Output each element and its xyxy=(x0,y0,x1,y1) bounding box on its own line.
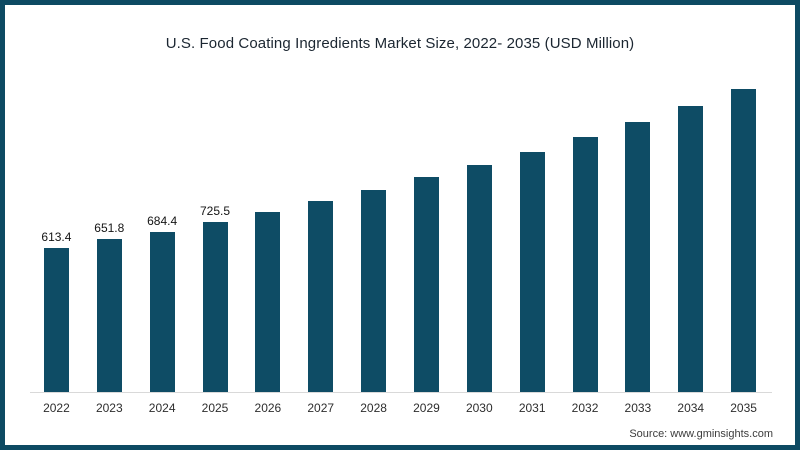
bar-2031 xyxy=(519,152,545,392)
bar-column-2029 xyxy=(400,62,453,392)
bar-2034 xyxy=(678,106,704,392)
x-tick-label-2028: 2028 xyxy=(360,401,387,415)
bar-value-label-2023: 651.8 xyxy=(94,221,125,235)
bar-column-2022: 613.4 xyxy=(30,62,83,392)
bar-column-2030 xyxy=(453,62,506,392)
bar-column-2026 xyxy=(241,62,294,392)
bar-value-label-2025: 725.5 xyxy=(199,204,231,218)
bar-2035 xyxy=(731,89,757,392)
bar-2028 xyxy=(361,190,387,392)
bar-2022 xyxy=(43,248,69,392)
bar-2026 xyxy=(255,212,281,392)
bar-2023 xyxy=(96,239,122,392)
x-tick-label-2031: 2031 xyxy=(518,401,546,415)
x-tick-label-2026: 2026 xyxy=(254,401,282,415)
x-tick-label-2027: 2027 xyxy=(307,401,335,415)
x-tick-label-2033: 2033 xyxy=(624,401,652,415)
bar-2032 xyxy=(572,137,598,392)
x-tick-label-2025: 2025 xyxy=(201,401,229,415)
bar-column-2033 xyxy=(611,62,664,392)
bar-plot-area: 613.4 651.8 684.4 725.5 xyxy=(30,62,770,392)
bar-column-2034 xyxy=(664,62,717,392)
x-tick-label-2035: 2035 xyxy=(730,401,757,415)
chart-title: U.S. Food Coating Ingredients Market Siz… xyxy=(165,35,635,52)
bar-column-2027 xyxy=(294,62,347,392)
bar-2027 xyxy=(308,201,334,392)
bar-value-label-2022: 613.4 xyxy=(41,230,72,244)
x-axis-tick-labels: 2022 2023 2024 2025 2026 2027 2028 2029 2030 2031… xyxy=(30,401,770,415)
x-axis-line xyxy=(30,392,772,393)
bar-2024 xyxy=(149,232,175,392)
x-tick-label-2034: 2034 xyxy=(677,401,705,415)
bar-2033 xyxy=(625,122,651,392)
bar-column-2032 xyxy=(559,62,612,392)
x-tick-label-2022: 2022 xyxy=(43,401,70,415)
source-attribution: Source: www.gminsights.com xyxy=(629,428,773,440)
bar-2029 xyxy=(413,177,439,392)
x-tick-label-2032: 2032 xyxy=(571,401,599,415)
bar-column-2031 xyxy=(506,62,559,392)
bar-column-2035 xyxy=(717,62,770,392)
x-tick-label-2029: 2029 xyxy=(413,401,440,415)
bar-column-2024: 684.4 xyxy=(136,62,189,392)
bar-value-label-2024: 684.4 xyxy=(147,214,178,228)
bar-column-2025: 725.5 xyxy=(189,62,242,392)
x-tick-label-2023: 2023 xyxy=(95,401,123,415)
x-tick-label-2030: 2030 xyxy=(465,401,493,415)
bar-2030 xyxy=(466,165,492,392)
x-tick-label-2024: 2024 xyxy=(148,401,176,415)
bar-column-2028 xyxy=(347,62,400,392)
bar-2025 xyxy=(202,222,228,392)
bar-column-2023: 651.8 xyxy=(83,62,136,392)
